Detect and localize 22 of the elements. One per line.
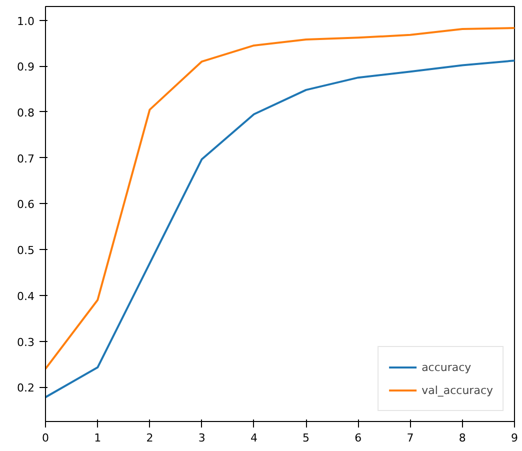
x-tick-label: 7	[406, 432, 414, 444]
y-tick-label: 1.0	[17, 14, 35, 28]
x-tick-label: 6	[354, 432, 362, 444]
x-tick-label: 5	[302, 432, 310, 444]
legend-label: accuracy	[422, 360, 472, 374]
y-tick-label: 0.8	[17, 106, 35, 120]
x-tick-label: 3	[198, 432, 206, 444]
y-tick-label: 0.4	[17, 290, 35, 303]
legend-label: val_accuracy	[422, 384, 493, 396]
x-tick-label: 2	[146, 432, 154, 444]
y-tick-label: 0.9	[17, 60, 35, 74]
y-tick-label: 0.7	[17, 152, 35, 166]
x-tick-label: 9	[511, 432, 518, 444]
x-tick-label: 8	[458, 432, 466, 444]
line-series	[46, 60, 514, 398]
y-tick-label: 0.6	[17, 198, 35, 212]
y-tick-label: 0.3	[17, 336, 35, 349]
y-tick-label: 0.2	[17, 382, 35, 395]
x-tick-label: 0	[42, 432, 49, 444]
y-tick-label: 0.5	[17, 244, 35, 258]
x-tick-label: 4	[250, 432, 258, 444]
x-tick-label: 1	[94, 432, 102, 444]
